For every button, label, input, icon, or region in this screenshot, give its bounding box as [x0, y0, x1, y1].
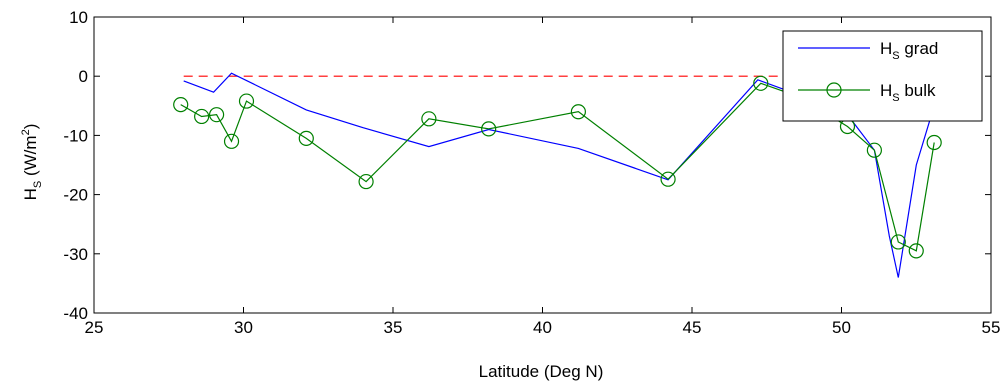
data-point: [421, 111, 437, 127]
data-point: [358, 173, 374, 190]
y-axis-label: HS (W/m2): [20, 124, 44, 201]
series-line: [180, 82, 935, 252]
y-tick-label: -40: [63, 304, 88, 323]
y-tick-label: -30: [63, 245, 88, 264]
data-point: [481, 121, 497, 137]
legend-box: [782, 30, 983, 122]
y-tick-label: -20: [63, 186, 88, 205]
legend-marker-bulk: [826, 82, 842, 98]
data-point: [208, 107, 225, 123]
legend: HS grad HS bulk: [782, 30, 983, 122]
x-tick-label: 40: [533, 318, 552, 337]
x-axis-label: Latitude (Deg N): [479, 362, 604, 381]
data-point: [753, 75, 769, 91]
data-point: [238, 93, 255, 109]
axis-ticks: 25 30 35 40 45 50 55 10 0 -10 -20 -30 -40: [63, 8, 1000, 337]
y-tick-label: 0: [79, 67, 88, 86]
y-tick-label: -10: [63, 126, 88, 145]
data-point: [298, 130, 314, 146]
data-point: [173, 97, 189, 113]
data-point: [890, 234, 906, 250]
y-tick-label: 10: [69, 8, 88, 27]
data-point: [223, 133, 240, 149]
x-tick-label: 25: [85, 318, 104, 337]
data-point: [194, 108, 210, 125]
x-tick-label: 35: [384, 318, 403, 337]
data-point: [908, 243, 924, 259]
data-point: [926, 134, 942, 151]
legend-label-grad: HS grad: [880, 39, 938, 62]
x-tick-label: 55: [982, 318, 1001, 337]
legend-label-bulk: HS bulk: [880, 81, 936, 104]
data-point: [570, 104, 586, 120]
x-tick-label: 30: [234, 318, 253, 337]
data-point: [866, 142, 882, 158]
data-point: [660, 171, 676, 187]
x-tick-label: 45: [683, 318, 702, 337]
x-tick-label: 50: [832, 318, 851, 337]
